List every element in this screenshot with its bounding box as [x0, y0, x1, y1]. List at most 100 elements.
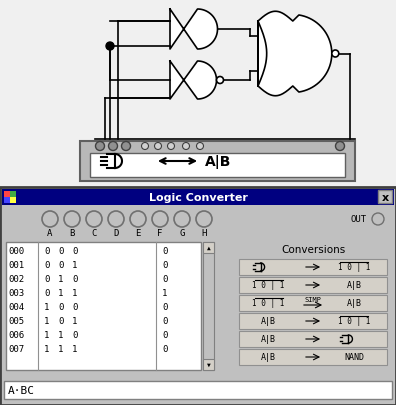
Text: A|B: A|B [261, 335, 276, 344]
Bar [80, 142, 355, 181]
Text: 0: 0 [72, 275, 77, 284]
Text: 1 0 | 1: 1 0 | 1 [338, 317, 371, 326]
Circle shape [183, 143, 190, 150]
Text: OUT: OUT [351, 215, 367, 224]
Bar [2, 190, 394, 205]
Text: 004: 004 [8, 303, 24, 312]
Circle shape [196, 211, 212, 228]
Text: 1: 1 [58, 345, 63, 354]
Text: G: G [179, 228, 185, 237]
Polygon shape [170, 10, 217, 50]
Text: 002: 002 [8, 275, 24, 284]
Text: 0: 0 [162, 275, 168, 284]
Text: 0: 0 [162, 261, 168, 270]
Bar [203, 243, 214, 370]
Circle shape [372, 213, 384, 226]
Text: 0: 0 [162, 247, 168, 256]
Circle shape [154, 143, 162, 150]
Text: H: H [201, 228, 207, 237]
Text: 007: 007 [8, 345, 24, 354]
Circle shape [64, 211, 80, 228]
Text: A|B: A|B [347, 281, 362, 290]
Bar [239, 313, 387, 329]
Circle shape [332, 51, 339, 58]
Circle shape [141, 143, 148, 150]
Text: A: A [47, 228, 53, 237]
Text: B: B [69, 228, 75, 237]
Text: 0: 0 [162, 345, 168, 354]
Bar [239, 295, 387, 311]
Text: 006: 006 [8, 331, 24, 340]
Bar [4, 381, 392, 399]
Bar [10, 192, 16, 198]
Text: 0: 0 [44, 261, 50, 270]
Text: 1: 1 [44, 331, 50, 340]
Bar [4, 198, 10, 203]
Text: 0: 0 [58, 261, 63, 270]
Text: 0: 0 [72, 247, 77, 256]
Text: x: x [381, 192, 388, 202]
Text: 001: 001 [8, 261, 24, 270]
Bar [4, 192, 10, 198]
Bar [90, 153, 345, 177]
Circle shape [174, 211, 190, 228]
Text: A|B: A|B [261, 353, 276, 362]
Circle shape [42, 211, 58, 228]
Text: SIMP: SIMP [305, 296, 322, 302]
Text: 0: 0 [162, 303, 168, 312]
Circle shape [335, 142, 345, 151]
Text: 1: 1 [44, 317, 50, 326]
Text: 1 0 | 1: 1 0 | 1 [252, 299, 285, 308]
Text: 1: 1 [44, 303, 50, 312]
Bar [6, 243, 201, 370]
Polygon shape [170, 62, 217, 100]
Text: 1: 1 [44, 345, 50, 354]
Text: 000: 000 [8, 247, 24, 256]
Circle shape [168, 143, 175, 150]
Text: 1: 1 [72, 261, 77, 270]
Text: 1: 1 [162, 289, 168, 298]
Bar [0, 0, 396, 188]
Bar [239, 277, 387, 293]
Text: E: E [135, 228, 141, 237]
Text: 1: 1 [58, 289, 63, 298]
Text: 0: 0 [162, 331, 168, 340]
Bar [239, 259, 387, 275]
Text: 1: 1 [58, 275, 63, 284]
Text: ▲: ▲ [207, 245, 210, 250]
Bar [239, 349, 387, 365]
Circle shape [122, 142, 131, 151]
Text: 1 0 | 1: 1 0 | 1 [338, 263, 371, 272]
Circle shape [217, 77, 223, 84]
Bar [203, 359, 214, 370]
Text: Conversions: Conversions [281, 244, 345, 254]
Text: D: D [113, 228, 119, 237]
Polygon shape [258, 12, 332, 96]
Text: 0: 0 [44, 289, 50, 298]
Circle shape [95, 142, 105, 151]
Bar [10, 198, 16, 203]
Text: 0: 0 [44, 247, 50, 256]
Text: 0: 0 [72, 303, 77, 312]
Text: 0: 0 [58, 303, 63, 312]
Text: A|B: A|B [261, 317, 276, 326]
Text: 0: 0 [58, 247, 63, 256]
Text: 1 0 | 1: 1 0 | 1 [252, 281, 285, 290]
Text: NAND: NAND [345, 353, 364, 362]
Text: 1: 1 [72, 289, 77, 298]
Bar [203, 243, 214, 254]
Text: 1: 1 [72, 345, 77, 354]
Text: 0: 0 [44, 275, 50, 284]
Text: A|B: A|B [347, 299, 362, 308]
Circle shape [106, 43, 114, 51]
Bar [378, 190, 392, 203]
Text: 0: 0 [72, 331, 77, 340]
Text: F: F [157, 228, 163, 237]
Text: 0: 0 [162, 317, 168, 326]
Text: 1: 1 [72, 317, 77, 326]
Text: 005: 005 [8, 317, 24, 326]
Bar [239, 331, 387, 347]
Text: ▼: ▼ [207, 362, 210, 367]
Text: A·BC: A·BC [8, 385, 35, 395]
Text: 003: 003 [8, 289, 24, 298]
